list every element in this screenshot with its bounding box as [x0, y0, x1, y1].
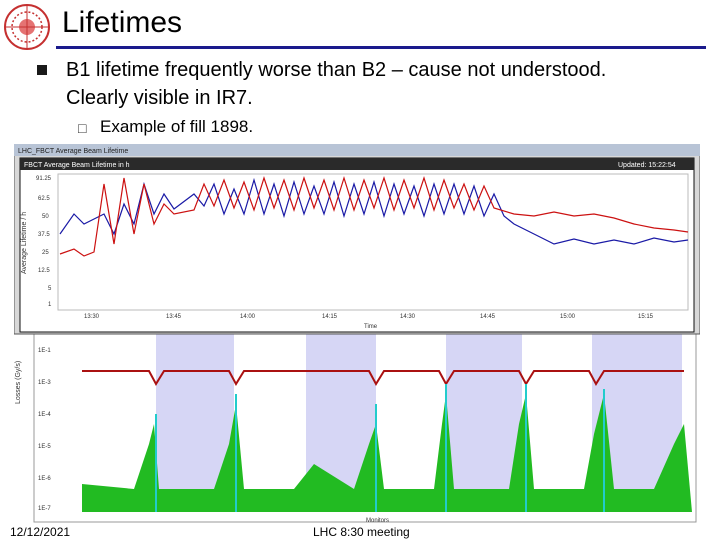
embedded-plots: Losses (Gy/s) 1E-1 1E-3 1E-4 1E-5 1E-6 1…: [14, 144, 700, 524]
losses-threshold-line: [82, 370, 684, 387]
lifetime-ytick: 62.5: [38, 196, 50, 202]
losses-xlabel: Monitors: [366, 518, 389, 524]
lifetime-ytick: 91.25: [36, 176, 52, 182]
losses-ytick: 1E-6: [38, 476, 51, 482]
lifetime-panel-title: FBCT Average Beam Lifetime in h: [24, 162, 130, 169]
losses-peaks: [155, 384, 605, 512]
footer-date: 12/12/2021: [10, 525, 71, 539]
beam1-lifetime-line: [59, 175, 689, 257]
lifetime-ytick: 37.5: [38, 232, 50, 238]
lifetime-ytick: 1: [48, 302, 52, 308]
losses-ylabel: Losses (Gy/s): [15, 361, 22, 404]
lifetime-xtick: 13:45: [166, 314, 182, 320]
lifetime-plot: LHC_FBCT Average Beam Lifetime FBCT Aver…: [14, 144, 700, 335]
lifetime-updated: Updated: 15:22:54: [618, 162, 676, 169]
bullet-text-1: B1 lifetime frequently worse than B2 – c…: [66, 59, 607, 109]
losses-fill: [82, 394, 692, 512]
slide-title: Lifetimes: [62, 6, 183, 39]
lifetime-xtick: 14:00: [240, 314, 256, 320]
lifetime-xtick: 14:30: [400, 314, 416, 320]
losses-ytick: 1E-3: [38, 380, 51, 386]
lifetime-ytick: 5: [48, 286, 52, 292]
lifetime-ylabel: Average Lifetime / h: [21, 212, 28, 274]
losses-ytick: 1E-4: [38, 412, 51, 418]
lifetime-xtick: 15:00: [560, 314, 576, 320]
square-bullet-icon: [37, 65, 47, 75]
bullet-text-2: Example of fill 1898.: [100, 117, 254, 136]
lifetime-window-title: LHC_FBCT Average Beam Lifetime: [18, 148, 128, 155]
lifetime-xtick: 15:15: [638, 314, 654, 320]
lifetime-ytick: 25: [42, 250, 49, 256]
lifetime-xtick: 14:15: [322, 314, 338, 320]
footer-title: LHC 8:30 meeting: [313, 525, 410, 539]
losses-ytick: 1E-5: [38, 444, 51, 450]
title-divider: [56, 46, 706, 49]
beam2-lifetime-line: [59, 177, 689, 245]
cern-logo: [4, 4, 50, 50]
losses-ytick: 1E-1: [38, 348, 51, 354]
lifetime-xtick: 13:30: [84, 314, 100, 320]
lifetime-ytick: 50: [42, 214, 49, 220]
lifetime-ytick: 12.5: [38, 268, 50, 274]
losses-ytick: 1E-7: [38, 506, 51, 512]
hollow-square-bullet-icon: □: [78, 120, 87, 136]
losses-plot: Losses (Gy/s) 1E-1 1E-3 1E-4 1E-5 1E-6 1…: [15, 331, 697, 524]
lifetime-xlabel: Time: [364, 324, 378, 330]
lifetime-xtick: 14:45: [480, 314, 496, 320]
